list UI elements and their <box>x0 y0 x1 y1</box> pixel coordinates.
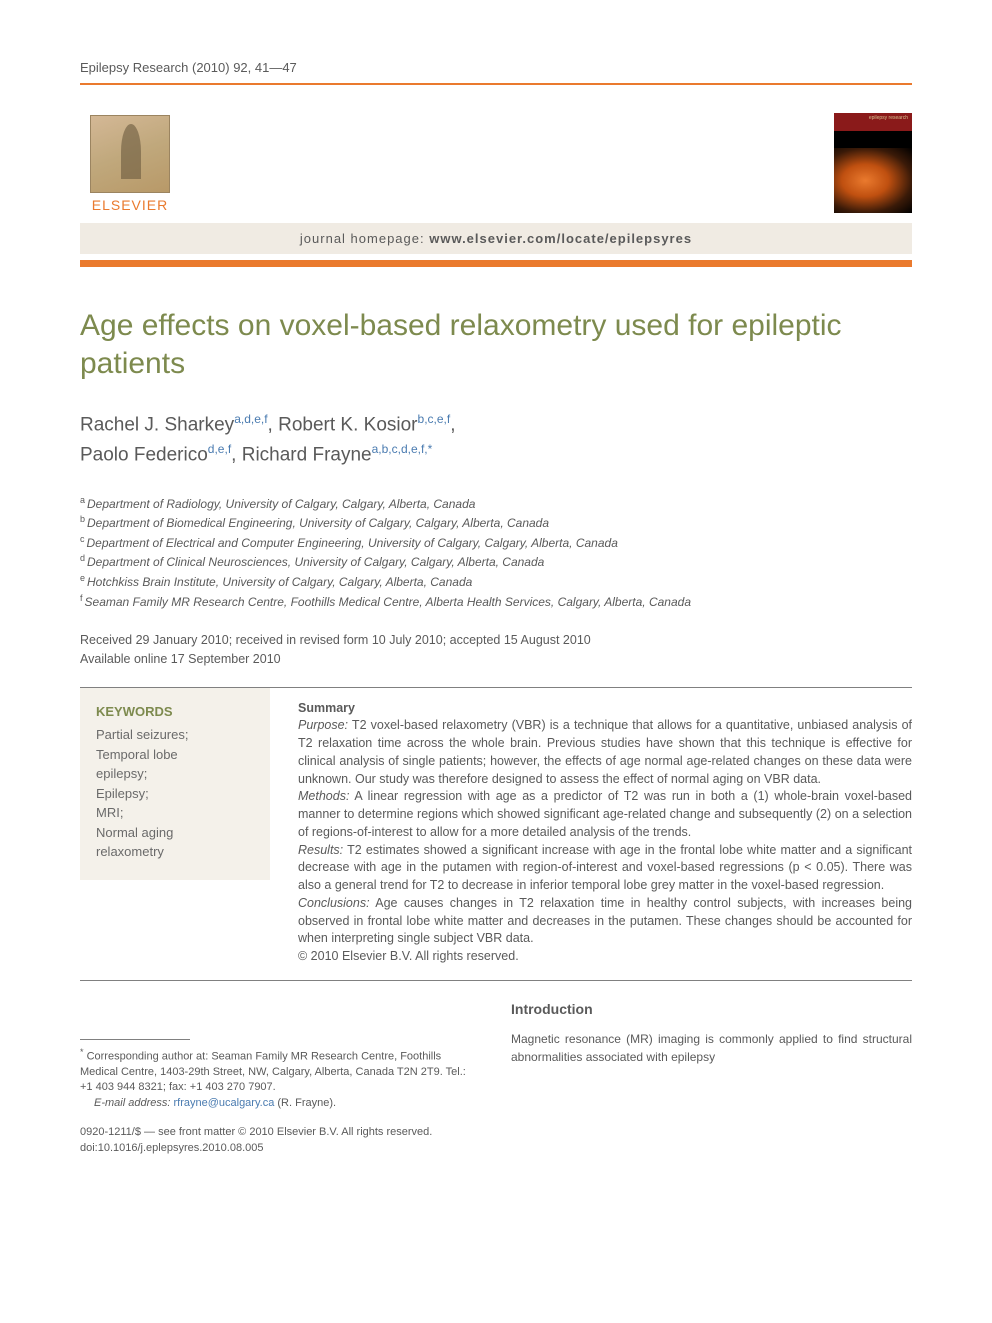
body-two-column: * Corresponding author at: Seaman Family… <box>80 999 912 1111</box>
author-name: Paolo Federico <box>80 444 208 465</box>
affiliations-block: aDepartment of Radiology, University of … <box>80 494 912 612</box>
article-dates: Received 29 January 2010; received in re… <box>80 631 912 669</box>
abstract-bottom-rule <box>80 980 912 981</box>
citation-text: Epilepsy Research (2010) 92, 41—47 <box>80 60 912 75</box>
header-row: ELSEVIER epilepsy research <box>80 103 912 213</box>
author-name: Robert K. Kosior <box>278 414 417 435</box>
introduction-heading: Introduction <box>511 999 912 1019</box>
header-thin-rule <box>80 83 912 85</box>
affiliation-line: eHotchkiss Brain Institute, University o… <box>80 572 912 592</box>
affiliation-line: aDepartment of Radiology, University of … <box>80 494 912 514</box>
author-aff-sup: a,d,e,f <box>234 412 267 426</box>
summary-methods: Methods: A linear regression with age as… <box>298 788 912 841</box>
left-column: * Corresponding author at: Seaman Family… <box>80 999 481 1111</box>
journal-cover-thumbnail: epilepsy research <box>834 113 912 213</box>
affiliation-line: fSeaman Family MR Research Centre, Footh… <box>80 592 912 612</box>
publisher-name: ELSEVIER <box>92 197 168 213</box>
corresponding-author: * Corresponding author at: Seaman Family… <box>80 1046 481 1096</box>
footer-issn: 0920-1211/$ — see front matter © 2010 El… <box>80 1125 912 1140</box>
footer-block: 0920-1211/$ — see front matter © 2010 El… <box>80 1125 912 1156</box>
summary-heading: Summary <box>298 700 912 718</box>
affiliation-line: dDepartment of Clinical Neurosciences, U… <box>80 552 912 572</box>
header-thick-rule <box>80 260 912 267</box>
right-column: Introduction Magnetic resonance (MR) ima… <box>511 999 912 1111</box>
affiliation-line: cDepartment of Electrical and Computer E… <box>80 533 912 553</box>
keywords-list: Partial seizures; Temporal lobe epilepsy… <box>96 725 254 862</box>
author-aff-sup: a,b,c,d,e,f,* <box>372 442 433 456</box>
summary-results: Results: T2 estimates showed a significa… <box>298 842 912 895</box>
author-name: Rachel J. Sharkey <box>80 414 234 435</box>
summary-column: Summary Purpose: T2 voxel-based relaxome… <box>298 688 912 966</box>
summary-copyright: © 2010 Elsevier B.V. All rights reserved… <box>298 948 912 966</box>
dates-online: Available online 17 September 2010 <box>80 650 912 669</box>
email-link[interactable]: rfrayne@ucalgary.ca <box>173 1097 274 1109</box>
dates-received: Received 29 January 2010; received in re… <box>80 631 912 650</box>
homepage-url[interactable]: www.elsevier.com/locate/epilepsyres <box>429 231 692 246</box>
corresponding-email: E-mail address: rfrayne@ucalgary.ca (R. … <box>80 1096 481 1111</box>
article-title: Age effects on voxel-based relaxometry u… <box>80 307 912 382</box>
introduction-body: Magnetic resonance (MR) imaging is commo… <box>511 1031 912 1066</box>
authors-block: Rachel J. Sharkeya,d,e,f, Robert K. Kosi… <box>80 410 912 470</box>
journal-thumb-label: epilepsy research <box>869 116 908 121</box>
affiliation-line: bDepartment of Biomedical Engineering, U… <box>80 513 912 533</box>
journal-homepage-box: journal homepage: www.elsevier.com/locat… <box>80 223 912 254</box>
abstract-block: KEYWORDS Partial seizures; Temporal lobe… <box>80 688 912 966</box>
author-name: Richard Frayne <box>242 444 372 465</box>
publisher-logo: ELSEVIER <box>80 103 180 213</box>
author-aff-sup: d,e,f <box>208 442 231 456</box>
summary-purpose: Purpose: T2 voxel-based relaxometry (VBR… <box>298 717 912 788</box>
summary-conclusions: Conclusions: Age causes changes in T2 re… <box>298 895 912 948</box>
keywords-box: KEYWORDS Partial seizures; Temporal lobe… <box>80 688 270 880</box>
footnote-rule <box>80 1039 190 1040</box>
keywords-heading: KEYWORDS <box>96 702 254 722</box>
elsevier-tree-icon <box>90 115 170 193</box>
homepage-label: journal homepage: <box>300 231 429 246</box>
footer-doi: doi:10.1016/j.eplepsyres.2010.08.005 <box>80 1141 912 1156</box>
author-aff-sup: b,c,e,f <box>418 412 451 426</box>
